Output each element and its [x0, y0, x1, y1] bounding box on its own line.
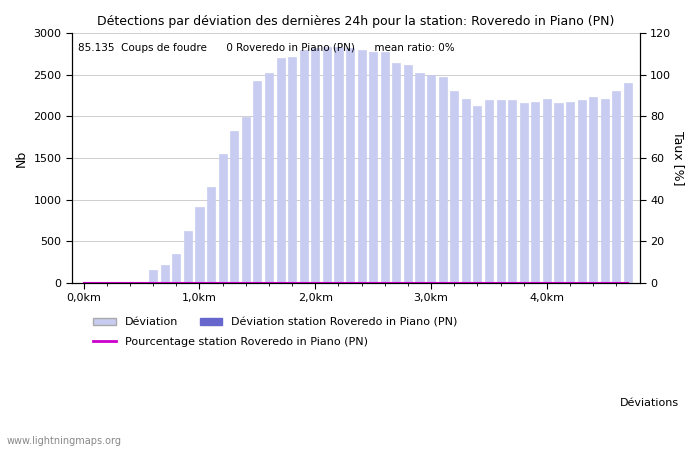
Bar	[195, 207, 204, 283]
Bar	[230, 130, 238, 283]
Pourcentage station Roveredo in Piano (PN)	[172, 280, 181, 285]
Bar	[439, 76, 447, 283]
Pourcentage station Roveredo in Piano (PN)	[496, 280, 505, 285]
Pourcentage station Roveredo in Piano (PN)	[137, 280, 146, 285]
Pourcentage station Roveredo in Piano (PN)	[160, 280, 169, 285]
Bar	[149, 270, 158, 283]
Pourcentage station Roveredo in Piano (PN)	[415, 280, 424, 285]
Pourcentage station Roveredo in Piano (PN)	[427, 280, 435, 285]
Bar	[624, 83, 632, 283]
Pourcentage station Roveredo in Piano (PN)	[91, 280, 99, 285]
Pourcentage station Roveredo in Piano (PN)	[462, 280, 470, 285]
Bar	[381, 52, 388, 283]
Pourcentage station Roveredo in Piano (PN)	[126, 280, 134, 285]
Pourcentage station Roveredo in Piano (PN)	[218, 280, 227, 285]
Bar	[241, 117, 250, 283]
Bar	[601, 99, 609, 283]
Bar	[323, 47, 331, 283]
Pourcentage station Roveredo in Piano (PN)	[183, 280, 192, 285]
Bar	[543, 99, 551, 283]
Bar	[172, 253, 181, 283]
Bar	[450, 90, 459, 283]
Pourcentage station Roveredo in Piano (PN)	[358, 280, 366, 285]
Bar	[207, 187, 215, 283]
Bar	[369, 52, 377, 283]
Pourcentage station Roveredo in Piano (PN)	[578, 280, 586, 285]
Bar	[462, 99, 470, 283]
Bar	[300, 50, 308, 283]
Title: Détections par déviation des dernières 24h pour la station: Roveredo in Piano (P: Détections par déviation des dernières 2…	[97, 15, 615, 28]
Pourcentage station Roveredo in Piano (PN)	[265, 280, 273, 285]
Bar	[288, 58, 296, 283]
Bar	[589, 97, 597, 283]
Pourcentage station Roveredo in Piano (PN)	[404, 280, 412, 285]
Pourcentage station Roveredo in Piano (PN)	[276, 280, 285, 285]
Bar	[519, 103, 528, 283]
Pourcentage station Roveredo in Piano (PN)	[519, 280, 528, 285]
Legend: Pourcentage station Roveredo in Piano (PN): Pourcentage station Roveredo in Piano (P…	[89, 333, 372, 352]
Bar	[126, 282, 134, 283]
Pourcentage station Roveredo in Piano (PN)	[369, 280, 377, 285]
Bar	[358, 50, 365, 283]
Pourcentage station Roveredo in Piano (PN)	[80, 280, 88, 285]
Bar	[566, 102, 574, 283]
Pourcentage station Roveredo in Piano (PN)	[531, 280, 540, 285]
Pourcentage station Roveredo in Piano (PN)	[253, 280, 262, 285]
Bar	[416, 73, 423, 283]
Pourcentage station Roveredo in Piano (PN)	[114, 280, 122, 285]
Pourcentage station Roveredo in Piano (PN)	[438, 280, 447, 285]
Pourcentage station Roveredo in Piano (PN)	[624, 280, 632, 285]
Pourcentage station Roveredo in Piano (PN)	[346, 280, 354, 285]
Y-axis label: Taux [%]: Taux [%]	[672, 130, 685, 185]
Bar	[265, 73, 273, 283]
Pourcentage station Roveredo in Piano (PN)	[554, 280, 563, 285]
Bar	[473, 106, 482, 283]
Pourcentage station Roveredo in Piano (PN)	[311, 280, 319, 285]
Bar	[312, 48, 319, 283]
Text: www.lightningmaps.org: www.lightningmaps.org	[7, 436, 122, 446]
Pourcentage station Roveredo in Piano (PN)	[300, 280, 308, 285]
Bar	[253, 81, 261, 283]
Bar	[485, 100, 493, 283]
Pourcentage station Roveredo in Piano (PN)	[485, 280, 494, 285]
Bar	[137, 282, 146, 283]
Pourcentage station Roveredo in Piano (PN)	[288, 280, 296, 285]
Bar	[427, 75, 435, 283]
Pourcentage station Roveredo in Piano (PN)	[612, 280, 621, 285]
Pourcentage station Roveredo in Piano (PN)	[601, 280, 609, 285]
Bar	[612, 90, 620, 283]
Bar	[578, 100, 586, 283]
Pourcentage station Roveredo in Piano (PN)	[323, 280, 331, 285]
Pourcentage station Roveredo in Piano (PN)	[195, 280, 204, 285]
Bar	[508, 100, 516, 283]
Text: Déviations: Déviations	[620, 398, 679, 408]
Pourcentage station Roveredo in Piano (PN)	[508, 280, 517, 285]
Bar	[218, 154, 227, 283]
Bar	[346, 48, 354, 283]
Pourcentage station Roveredo in Piano (PN)	[381, 280, 389, 285]
Bar	[554, 103, 563, 283]
Pourcentage station Roveredo in Piano (PN)	[149, 280, 158, 285]
Pourcentage station Roveredo in Piano (PN)	[103, 280, 111, 285]
Pourcentage station Roveredo in Piano (PN)	[207, 280, 216, 285]
Pourcentage station Roveredo in Piano (PN)	[392, 280, 400, 285]
Bar	[496, 100, 505, 283]
Pourcentage station Roveredo in Piano (PN)	[241, 280, 250, 285]
Pourcentage station Roveredo in Piano (PN)	[473, 280, 482, 285]
Bar	[276, 58, 285, 283]
Bar	[335, 47, 342, 283]
Bar	[404, 65, 412, 283]
Bar	[392, 63, 400, 283]
Pourcentage station Roveredo in Piano (PN)	[589, 280, 597, 285]
Bar	[161, 265, 169, 283]
Bar	[184, 231, 192, 283]
Y-axis label: Nb: Nb	[15, 149, 28, 166]
Pourcentage station Roveredo in Piano (PN)	[230, 280, 239, 285]
Text: 85.135  Coups de foudre      0 Roveredo in Piano (PN)      mean ratio: 0%: 85.135 Coups de foudre 0 Roveredo in Pia…	[78, 43, 454, 53]
Pourcentage station Roveredo in Piano (PN)	[450, 280, 459, 285]
Pourcentage station Roveredo in Piano (PN)	[542, 280, 551, 285]
Pourcentage station Roveredo in Piano (PN)	[335, 280, 343, 285]
Pourcentage station Roveredo in Piano (PN)	[566, 280, 574, 285]
Bar	[531, 102, 540, 283]
